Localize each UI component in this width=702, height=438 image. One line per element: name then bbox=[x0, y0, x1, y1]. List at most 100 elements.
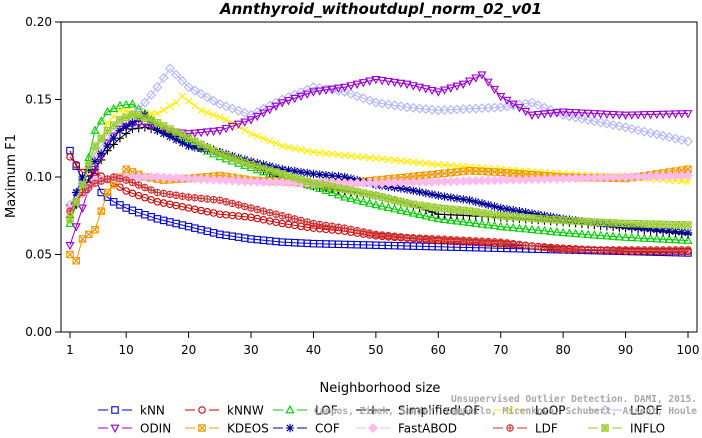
y-tick-label: 0.10 bbox=[25, 170, 52, 184]
data-point bbox=[110, 173, 117, 181]
data-point bbox=[647, 246, 654, 254]
data-point bbox=[421, 211, 431, 220]
data-point bbox=[447, 205, 455, 213]
data-point bbox=[510, 240, 517, 247]
data-point bbox=[304, 218, 311, 226]
data-point bbox=[527, 111, 537, 120]
data-point bbox=[659, 246, 667, 254]
data-point bbox=[190, 129, 200, 138]
data-point bbox=[571, 217, 580, 225]
data-point bbox=[358, 196, 368, 206]
data-point bbox=[234, 158, 244, 167]
data-point bbox=[233, 105, 244, 116]
data-point bbox=[640, 220, 649, 228]
data-point bbox=[229, 200, 236, 207]
data-point bbox=[371, 199, 381, 209]
data-point bbox=[372, 154, 380, 162]
data-point bbox=[583, 109, 593, 119]
data-point bbox=[203, 143, 212, 152]
data-point bbox=[484, 200, 493, 210]
data-point bbox=[564, 111, 575, 122]
data-point bbox=[633, 233, 643, 242]
legend-item-inflo: INFLO bbox=[588, 422, 665, 436]
data-point bbox=[179, 193, 186, 200]
data-point bbox=[564, 108, 574, 118]
data-point bbox=[634, 220, 642, 228]
data-point bbox=[422, 171, 430, 179]
data-point bbox=[197, 140, 205, 149]
data-point bbox=[528, 242, 536, 250]
data-point bbox=[209, 111, 218, 119]
data-point bbox=[652, 234, 662, 243]
data-point bbox=[178, 92, 186, 100]
data-point bbox=[583, 114, 594, 125]
data-point bbox=[452, 194, 462, 203]
data-point bbox=[383, 77, 393, 87]
data-point bbox=[415, 159, 424, 167]
data-point bbox=[171, 69, 182, 80]
data-point bbox=[378, 231, 386, 239]
data-point bbox=[539, 110, 549, 119]
data-point bbox=[90, 125, 100, 134]
data-point bbox=[414, 103, 425, 114]
data-point bbox=[285, 214, 292, 221]
data-point bbox=[210, 196, 217, 203]
data-point bbox=[222, 152, 230, 160]
data-point bbox=[384, 194, 393, 203]
data-point bbox=[678, 246, 685, 254]
data-point bbox=[84, 152, 94, 161]
legend-marker bbox=[600, 405, 610, 415]
data-point bbox=[271, 163, 281, 172]
legend-label: ODIN bbox=[140, 422, 171, 435]
data-point bbox=[110, 112, 118, 121]
data-point bbox=[121, 122, 131, 131]
data-point bbox=[221, 101, 232, 112]
data-point bbox=[153, 109, 161, 118]
data-point bbox=[658, 130, 669, 141]
data-point bbox=[440, 192, 449, 201]
data-point bbox=[553, 245, 561, 253]
data-point bbox=[341, 151, 349, 159]
x-tick-label: 50 bbox=[368, 343, 383, 357]
data-point bbox=[121, 99, 131, 109]
legend-item-kdeos: KDEOS bbox=[185, 422, 269, 436]
data-point bbox=[415, 209, 425, 219]
data-point bbox=[197, 195, 205, 202]
legend-marker bbox=[368, 405, 378, 415]
data-point bbox=[646, 111, 656, 120]
data-point bbox=[204, 195, 211, 203]
data-point bbox=[633, 111, 643, 120]
data-point bbox=[628, 246, 636, 254]
data-point bbox=[590, 218, 599, 226]
data-point bbox=[508, 222, 518, 232]
data-point bbox=[433, 88, 443, 97]
data-point bbox=[391, 156, 399, 164]
data-point bbox=[258, 176, 269, 187]
data-point bbox=[221, 124, 231, 134]
data-point bbox=[247, 204, 255, 212]
data-point bbox=[290, 94, 300, 104]
data-point bbox=[410, 234, 417, 241]
data-point bbox=[322, 149, 330, 158]
data-point bbox=[396, 184, 406, 193]
data-point bbox=[122, 176, 130, 184]
data-point bbox=[159, 122, 168, 130]
data-point bbox=[72, 188, 81, 197]
data-point bbox=[215, 151, 225, 161]
data-point bbox=[327, 171, 337, 180]
legend-marker bbox=[110, 424, 120, 433]
data-point bbox=[683, 228, 693, 237]
data-point bbox=[84, 161, 93, 170]
data-point bbox=[172, 99, 180, 107]
chart-title: Annthyroid_withoutdupl_norm_02_v01 bbox=[219, 0, 542, 18]
data-point bbox=[239, 176, 250, 187]
data-point bbox=[578, 217, 586, 226]
data-point bbox=[416, 234, 423, 242]
data-point bbox=[403, 173, 411, 181]
data-point bbox=[489, 220, 500, 230]
data-point bbox=[465, 207, 474, 215]
legend-item-knn: kNN bbox=[98, 404, 165, 418]
data-point bbox=[78, 172, 87, 182]
data-point bbox=[665, 226, 674, 236]
data-point bbox=[639, 126, 650, 137]
